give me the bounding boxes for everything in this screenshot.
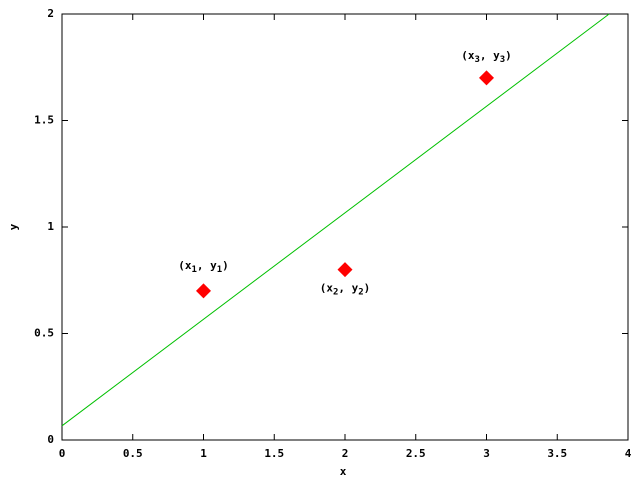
x-tick-label: 1 <box>200 447 207 460</box>
y-tick-label: 0 <box>47 433 54 446</box>
y-tick-label: 1 <box>47 220 54 233</box>
subscript: 1 <box>191 264 196 274</box>
fit-line <box>61 13 610 427</box>
data-point <box>337 262 353 278</box>
plot-frame <box>61 13 629 441</box>
x-tick-label: 2.5 <box>406 447 426 460</box>
annotation-text: (x <box>178 259 192 272</box>
annotation-text: , y <box>197 259 217 272</box>
x-tick-label: 3.5 <box>547 447 567 460</box>
annotation-text: (x <box>320 282 334 295</box>
x-tick-label: 0 <box>59 447 66 460</box>
point-annotation: (x1, y1) <box>178 259 229 275</box>
annotation-text: , y <box>338 282 358 295</box>
annotation-text: ) <box>505 49 512 62</box>
x-axis-label: x <box>340 465 347 478</box>
y-tick-label: 2 <box>47 7 54 20</box>
point-annotation: (x2, y2) <box>320 282 371 298</box>
x-tick-label: 2 <box>342 447 349 460</box>
x-tick-label: 0.5 <box>123 447 143 460</box>
y-tick-label: 0.5 <box>34 327 54 340</box>
annotation-text: , y <box>480 49 500 62</box>
subscript: 3 <box>474 54 479 64</box>
x-tick-label: 3 <box>483 447 490 460</box>
x-tick-label: 1.5 <box>264 447 284 460</box>
subscript: 2 <box>333 287 338 297</box>
data-point <box>196 283 211 299</box>
annotation-text: (x <box>461 49 475 62</box>
subscript: 1 <box>217 264 222 274</box>
y-axis-label: y <box>7 223 20 230</box>
y-tick-label: 1.5 <box>34 114 54 127</box>
x-tick-label: 4 <box>625 447 632 460</box>
subscript: 3 <box>500 54 505 64</box>
subscript: 2 <box>358 287 363 297</box>
data-point <box>479 70 494 86</box>
point-annotation: (x3, y3) <box>461 49 512 65</box>
annotation-text: ) <box>364 282 371 295</box>
annotation-text: ) <box>222 259 229 272</box>
